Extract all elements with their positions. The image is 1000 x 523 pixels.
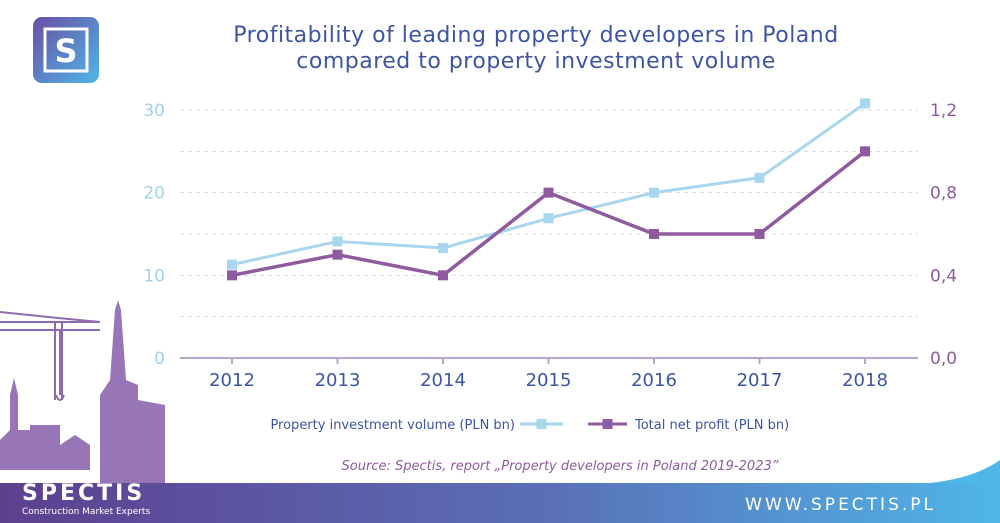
data-point-profit	[332, 249, 343, 260]
data-point-investment	[543, 213, 554, 224]
y-right-tick-label: 0,0	[930, 349, 957, 369]
data-point-profit	[227, 270, 237, 281]
y-right-tick-label: 0,4	[930, 266, 957, 286]
x-tick-label: 2012	[209, 370, 255, 391]
data-point-profit	[649, 229, 659, 239]
y-left-tick-label: 20	[143, 184, 165, 204]
brand-name: SPECTIS	[22, 481, 145, 506]
y-left-tick-label: 10	[143, 266, 165, 286]
y-right-tick-label: 0,8	[930, 184, 957, 204]
data-point-investment	[438, 243, 448, 254]
x-tick-label: 2015	[526, 370, 572, 391]
x-tick-label: 2018	[842, 370, 888, 391]
data-point-investment	[332, 236, 343, 247]
data-point-profit	[438, 270, 448, 281]
website-link[interactable]: WWW.SPECTIS.PL	[745, 495, 936, 515]
logo-letter: S	[54, 32, 77, 70]
source-note: Source: Spectis, report „Property develo…	[342, 459, 779, 474]
crane-illustration	[0, 311, 101, 401]
data-point-investment	[227, 259, 237, 270]
x-tick-label: 2014	[420, 370, 466, 391]
data-point-investment	[649, 187, 659, 198]
chart-title-line-2: compared to property investment volume	[296, 49, 775, 74]
x-tick-label: 2013	[315, 370, 361, 391]
data-point-profit	[860, 146, 870, 157]
chart-title-line-1: Profitability of leading property develo…	[233, 23, 838, 48]
footer-band	[0, 460, 1000, 523]
axes: 2012 2013 2014 2015 2016 2017 2018 0 10 20 30 0,0 0,…	[143, 101, 957, 391]
data-point-investment	[860, 98, 870, 109]
x-tick-label: 2017	[737, 370, 783, 391]
y-left-tick-label: 0	[154, 349, 165, 369]
x-tick-label: 2016	[631, 370, 677, 391]
legend-label-profit: Total net profit (PLN bn)	[634, 418, 789, 433]
data-point-profit	[543, 187, 554, 198]
legend-label-investment: Property investment volume (PLN bn)	[270, 418, 515, 433]
y-left-tick-label: 30	[143, 101, 165, 121]
legend-marker-profit	[602, 419, 613, 429]
data-point-investment	[754, 172, 765, 183]
brand-tagline: Construction Market Experts	[22, 507, 150, 517]
skyline-illustration	[0, 300, 165, 483]
y-right-tick-label: 1,2	[930, 101, 957, 121]
series-line-investment	[231, 102, 866, 267]
series	[227, 98, 870, 281]
data-point-profit	[754, 229, 765, 239]
legend-marker-investment	[536, 419, 547, 429]
legend: Property investment volume (PLN bn) Total…	[270, 418, 789, 433]
logo: S	[33, 17, 99, 83]
